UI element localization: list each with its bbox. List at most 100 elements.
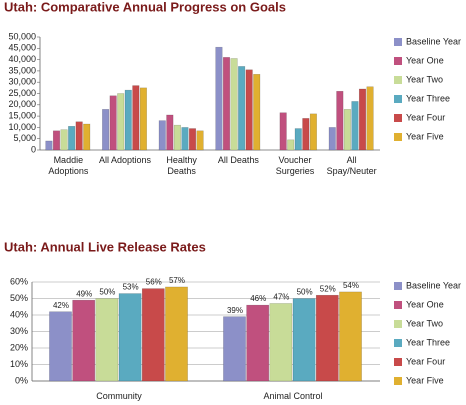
y-tick-label: 35,000 — [8, 65, 36, 75]
bar — [60, 129, 68, 151]
bar — [173, 124, 181, 151]
value-label: 47% — [273, 293, 289, 302]
legend-swatch — [394, 282, 402, 290]
y-tick-label: 50% — [10, 293, 28, 303]
bar — [75, 121, 83, 151]
y-tick-label: 50,000 — [8, 31, 36, 41]
bar — [188, 128, 197, 151]
value-label: 49% — [76, 289, 92, 298]
x-tick-label: Healthy Deaths — [166, 155, 197, 176]
bar — [343, 109, 351, 151]
bar — [366, 86, 374, 151]
x-tick-label: Animal Control — [263, 391, 323, 401]
bar — [49, 311, 72, 382]
bar — [222, 57, 231, 151]
y-tick-label: 10,000 — [8, 122, 36, 132]
bar — [246, 304, 270, 382]
bar — [45, 140, 53, 151]
bar — [118, 293, 142, 382]
legend-label: Year One — [406, 55, 444, 65]
bar — [253, 74, 261, 151]
bar — [328, 127, 336, 151]
x-tick-label: All Deaths — [217, 155, 259, 165]
bar — [287, 139, 295, 151]
bar — [336, 90, 344, 151]
value-label: 50% — [297, 288, 313, 297]
y-tick-label: 40,000 — [8, 54, 36, 64]
bar — [109, 95, 117, 151]
bar — [132, 85, 140, 151]
bar — [166, 114, 174, 151]
bar — [309, 113, 317, 151]
y-tick-label: 45,000 — [8, 43, 36, 53]
legend-label: Year Five — [406, 375, 444, 385]
bar — [165, 286, 188, 382]
bar — [181, 127, 189, 151]
legend-swatch — [394, 57, 402, 65]
legend-label: Year One — [406, 299, 444, 309]
y-tick-label: 25,000 — [8, 88, 36, 98]
bar — [294, 128, 302, 151]
bar — [339, 291, 362, 382]
value-label: 54% — [343, 281, 359, 290]
y-tick-label: 30% — [10, 326, 28, 336]
value-label: 56% — [146, 278, 162, 287]
bar — [238, 66, 246, 151]
chart-title: Utah: Annual Live Release Rates — [4, 239, 206, 254]
y-tick-label: 40% — [10, 309, 28, 319]
bar — [72, 299, 96, 382]
bar — [223, 316, 246, 382]
x-tick-label: All Spay/Neuter — [326, 155, 377, 176]
bar — [279, 112, 287, 151]
bar — [358, 88, 367, 151]
y-tick-label: 0 — [31, 144, 36, 154]
bar — [315, 294, 339, 382]
y-tick-label: 10% — [10, 359, 28, 369]
legend-label: Year Four — [406, 112, 445, 122]
legend-swatch — [394, 133, 402, 141]
bar — [292, 298, 316, 382]
bar — [215, 46, 223, 151]
value-label: 39% — [227, 306, 243, 315]
bar — [230, 58, 238, 151]
value-label: 42% — [53, 301, 69, 310]
legend-swatch — [394, 377, 402, 385]
legend-label: Year Two — [406, 74, 443, 84]
value-label: 52% — [320, 284, 336, 293]
bar — [245, 69, 253, 151]
value-label: 50% — [99, 288, 115, 297]
bar — [158, 120, 166, 151]
bar — [117, 93, 125, 151]
bar — [52, 130, 61, 151]
legend-label: Year Five — [406, 131, 444, 141]
legend-swatch — [394, 38, 402, 46]
legend-label: Year Three — [406, 93, 450, 103]
y-tick-label: 5,000 — [13, 133, 36, 143]
value-label: 53% — [123, 283, 139, 292]
bar — [269, 303, 293, 382]
bar — [139, 87, 147, 151]
legend-swatch — [394, 358, 402, 366]
x-tick-label: Maddie Adoptions — [48, 155, 89, 176]
legend-swatch — [394, 301, 402, 309]
x-tick-label: All Adoptions — [98, 155, 152, 165]
y-tick-label: 20% — [10, 342, 28, 352]
bar — [68, 126, 76, 151]
chart-title: Utah: Comparative Annual Progress on Goa… — [4, 0, 286, 14]
bar — [351, 101, 359, 151]
value-label: 46% — [250, 294, 266, 303]
legend-label: Year Four — [406, 356, 445, 366]
legend-swatch — [394, 339, 402, 347]
bar — [302, 118, 310, 151]
legend-label: Baseline Year — [406, 280, 461, 290]
value-label: 57% — [169, 276, 185, 285]
bar — [95, 298, 119, 382]
legend-swatch — [394, 76, 402, 84]
legend-swatch — [394, 95, 402, 103]
x-tick-label: Community — [96, 391, 142, 401]
legend-label: Year Three — [406, 337, 450, 347]
x-tick-label: Voucher Surgeries — [275, 155, 315, 176]
bar — [141, 288, 165, 382]
